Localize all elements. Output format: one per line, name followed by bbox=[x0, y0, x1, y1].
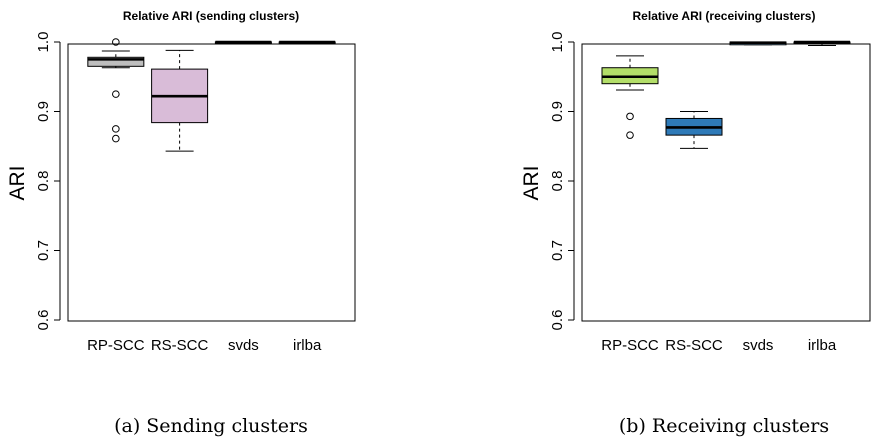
chart-panel-2: Relative ARI (receiving clusters) 0.6 0.7 0… bbox=[520, 9, 871, 437]
box-rs-scc bbox=[665, 111, 723, 149]
outlier-point bbox=[112, 125, 120, 133]
y-axis-label: ARI bbox=[520, 165, 543, 200]
y-tick-label: 0.6 bbox=[35, 310, 52, 331]
x-tick-label: irlba bbox=[293, 337, 322, 354]
y-axis-label: ARI bbox=[6, 165, 29, 200]
figure-caption: (a) Sending clusters bbox=[114, 415, 308, 437]
box-rp-scc bbox=[601, 55, 659, 139]
box-rp-scc bbox=[87, 38, 145, 143]
x-tick-label: svds bbox=[743, 337, 774, 354]
plot-frame bbox=[581, 43, 871, 322]
box-rs-scc bbox=[151, 49, 209, 152]
y-tick-label: 0.8 bbox=[549, 171, 566, 192]
outlier-point bbox=[626, 112, 634, 121]
plot-frame bbox=[67, 43, 356, 322]
box-svds bbox=[214, 40, 272, 44]
y-tick-label: 0.7 bbox=[35, 240, 52, 261]
chart-title: Relative ARI (sending clusters) bbox=[123, 9, 299, 23]
y-tick-label: 0.6 bbox=[549, 310, 566, 331]
box-irlba bbox=[793, 40, 851, 46]
y-tick-label: 0.7 bbox=[549, 240, 566, 261]
chart-panel-1: Relative ARI (sending clusters) 0.6 0.7 0.8… bbox=[6, 9, 356, 437]
box-svds bbox=[729, 41, 787, 46]
outlier-point bbox=[112, 38, 120, 46]
y-tick-label: 0.9 bbox=[35, 101, 52, 122]
x-tick-label: irlba bbox=[808, 337, 837, 354]
x-tick-label: RP-SCC bbox=[87, 337, 145, 354]
y-tick-label: 0.9 bbox=[549, 101, 566, 122]
outlier-point bbox=[112, 134, 120, 143]
figure-caption: (b) Receiving clusters bbox=[619, 415, 829, 437]
y-tick-label: 1.0 bbox=[549, 32, 566, 53]
x-tick-label: RS-SCC bbox=[151, 337, 209, 354]
box-irlba bbox=[278, 40, 336, 44]
box-body bbox=[87, 56, 145, 67]
x-tick-label: RP-SCC bbox=[601, 337, 659, 354]
chart-title: Relative ARI (receiving clusters) bbox=[633, 9, 816, 23]
outlier-point bbox=[626, 131, 634, 139]
outlier-point bbox=[112, 90, 120, 98]
x-tick-label: svds bbox=[228, 337, 259, 354]
x-tick-label: RS-SCC bbox=[665, 337, 723, 354]
y-tick-label: 1.0 bbox=[35, 32, 52, 53]
y-tick-label: 0.8 bbox=[35, 171, 52, 192]
